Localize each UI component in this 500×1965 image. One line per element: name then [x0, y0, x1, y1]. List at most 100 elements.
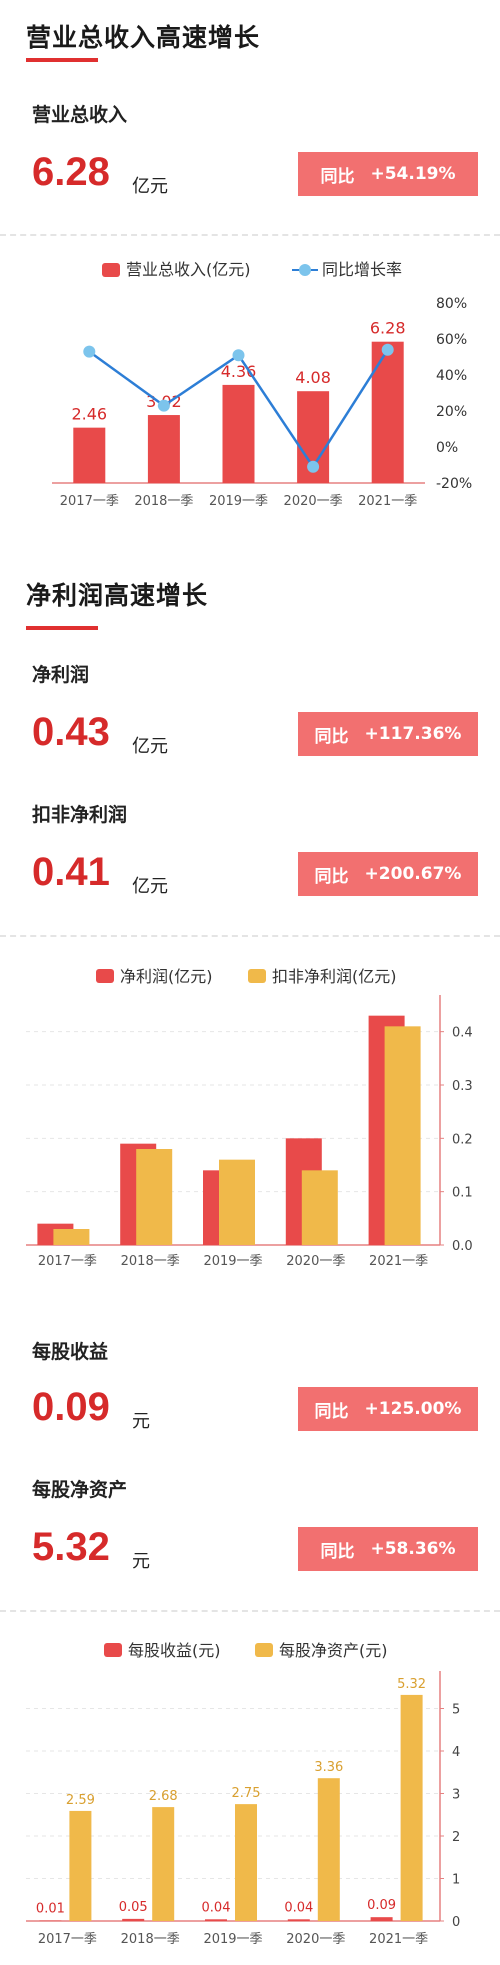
- right-axis-tick-label: 0: [452, 1915, 460, 1930]
- x-tick-label: 2021一季: [358, 494, 417, 509]
- legend-swatch-eps: [104, 1643, 122, 1657]
- metric-unit-revenue: 亿元: [132, 176, 168, 197]
- legend-swatch-bvps: [255, 1643, 273, 1657]
- legend-label-net-profit: 净利润(亿元): [120, 967, 213, 986]
- metric-unit-net-profit: 亿元: [132, 736, 168, 757]
- metric-value-deducted-profit: 0.41: [32, 850, 110, 894]
- bvps-bar-label: 2.68: [149, 1789, 178, 1804]
- section-title-revenue: 营业总收入高速增长: [26, 23, 261, 52]
- revenue-bar: [147, 415, 180, 483]
- metric-value-revenue: 6.28: [32, 150, 110, 194]
- eps-bar: [122, 1918, 145, 1921]
- bvps-bar-label: 3.36: [314, 1760, 343, 1775]
- right-axis-tick-label: 0.1: [452, 1186, 473, 1201]
- right-axis-tick-label: 0.0: [452, 1239, 473, 1254]
- yoy-label: 同比: [314, 1401, 349, 1422]
- right-axis-tick-label: 0.2: [452, 1132, 473, 1147]
- x-tick-label: 2017一季: [38, 1932, 97, 1947]
- yoy-label: 同比: [320, 166, 355, 187]
- legend-swatch-revenue: [102, 263, 120, 277]
- bvps-bar: [235, 1804, 257, 1921]
- legend-label-eps: 每股收益(元): [128, 1641, 221, 1660]
- metric-unit-deducted-profit: 亿元: [132, 876, 168, 897]
- x-tick-label: 2018一季: [134, 494, 193, 509]
- x-tick-label: 2020一季: [286, 1254, 345, 1269]
- bvps-bar-label: 2.59: [66, 1793, 95, 1808]
- eps-bar: [287, 1919, 310, 1921]
- yoy-value: +200.67%: [364, 864, 462, 884]
- eps-bar-label: 0.04: [284, 1900, 313, 1915]
- right-axis-tick-label: 1: [452, 1873, 460, 1888]
- bvps-bar: [69, 1810, 92, 1921]
- right-axis-tick-label: 60%: [436, 332, 467, 348]
- yoy-value: +54.19%: [370, 164, 456, 184]
- revenue-bar-label: 4.08: [295, 368, 331, 387]
- metric-label-revenue: 营业总收入: [32, 104, 128, 126]
- right-axis-tick-label: 0%: [436, 440, 458, 456]
- bvps-bar: [152, 1807, 175, 1921]
- profit-chart: 净利润(亿元) 扣非净利润(亿元) 0.4 0.3 0.2 0.1 0.0 2017一季 201…: [26, 967, 473, 1269]
- section-divider: [0, 234, 500, 236]
- yoy-badge-deducted-profit: 同比 +200.67%: [298, 852, 478, 896]
- metric-value-eps: 0.09: [32, 1385, 110, 1429]
- right-axis-tick-label: 80%: [436, 296, 467, 312]
- bvps-bar-label: 2.75: [232, 1786, 261, 1801]
- title-underline: [26, 58, 98, 62]
- legend-label-revenue: 营业总收入(亿元): [126, 260, 251, 279]
- metric-unit-bvps: 元: [132, 1551, 150, 1572]
- bvps-bar: [317, 1778, 340, 1921]
- legend-label-deducted-profit: 扣非净利润(亿元): [272, 967, 397, 986]
- right-axis-tick-label: 0.3: [452, 1079, 473, 1094]
- eps-bar: [370, 1917, 393, 1921]
- eps-bar-label: 0.09: [367, 1898, 396, 1913]
- revenue-chart: 营业总收入(亿元) 同比增长率 80% 60% 40% 20% 0% -20% 2.46 2017…: [52, 260, 472, 509]
- revenue-bar: [222, 384, 255, 483]
- legend-label-bvps: 每股净资产(元): [279, 1641, 388, 1660]
- metric-value-net-profit: 0.43: [32, 710, 110, 754]
- yoy-value: +58.36%: [370, 1539, 456, 1559]
- right-axis-tick-label: 20%: [436, 404, 467, 420]
- x-tick-label: 2020一季: [286, 1932, 345, 1947]
- deducted-profit-bar: [136, 1149, 173, 1245]
- yoy-label: 同比: [320, 1541, 355, 1562]
- metric-label-eps: 每股收益: [32, 1341, 109, 1363]
- yoy-value: +125.00%: [364, 1399, 462, 1419]
- revenue-bar: [73, 427, 106, 483]
- right-axis-tick-label: -20%: [436, 476, 472, 492]
- right-axis-tick-label: 0.4: [452, 1026, 473, 1041]
- revenue-bar-label: 2.46: [71, 405, 107, 424]
- x-tick-label: 2020一季: [284, 494, 343, 509]
- deducted-profit-bar: [384, 1026, 421, 1245]
- x-tick-label: 2018一季: [121, 1254, 180, 1269]
- section-divider: [0, 1610, 500, 1612]
- yoy-badge-revenue: 同比 +54.19%: [298, 152, 478, 196]
- yoy-point: [83, 345, 96, 358]
- x-tick-label: 2021一季: [369, 1254, 428, 1269]
- bvps-bar-label: 5.32: [397, 1677, 426, 1692]
- right-axis-tick-label: 2: [452, 1830, 460, 1845]
- per-share-chart: 每股收益(元) 每股净资产(元) 5 4 3 2 1 0 0.01 2.59 2017一季 0.05 2…: [26, 1641, 460, 1947]
- x-tick-label: 2017一季: [60, 494, 119, 509]
- yoy-point: [232, 349, 245, 362]
- right-axis-tick-label: 4: [452, 1745, 460, 1760]
- metric-label-deducted-profit: 扣非净利润: [32, 804, 128, 826]
- legend-swatch-deducted-profit: [248, 969, 266, 983]
- right-axis-tick-label: 5: [452, 1703, 460, 1718]
- yoy-badge-net-profit: 同比 +117.36%: [298, 712, 478, 756]
- eps-bar: [205, 1919, 227, 1921]
- x-tick-label: 2019一季: [209, 494, 268, 509]
- x-tick-label: 2019一季: [203, 1254, 262, 1269]
- title-underline: [26, 626, 98, 630]
- section-divider: [0, 935, 500, 937]
- yoy-value: +117.36%: [364, 724, 462, 744]
- eps-bar-label: 0.05: [119, 1900, 148, 1915]
- metric-unit-eps: 元: [132, 1411, 150, 1432]
- metric-value-bvps: 5.32: [32, 1525, 110, 1569]
- bvps-bar: [400, 1694, 423, 1921]
- metric-label-bvps: 每股净资产: [32, 1479, 128, 1501]
- x-tick-label: 2018一季: [121, 1932, 180, 1947]
- metric-label-net-profit: 净利润: [32, 664, 90, 686]
- yoy-badge-eps: 同比 +125.00%: [298, 1387, 478, 1431]
- legend-label-yoy: 同比增长率: [322, 260, 402, 279]
- x-tick-label: 2019一季: [203, 1932, 262, 1947]
